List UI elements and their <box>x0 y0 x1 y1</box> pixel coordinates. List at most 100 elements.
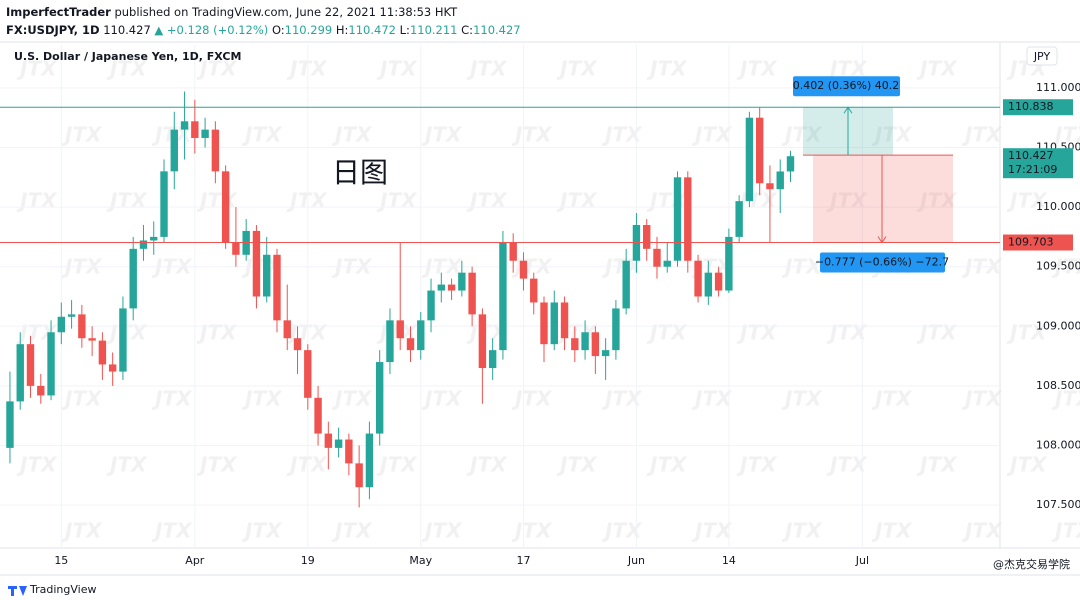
candle-body <box>211 129 220 172</box>
candle-body <box>776 171 784 190</box>
watermark: JTX <box>511 387 553 411</box>
x-tick-label: 17 <box>516 554 530 567</box>
watermark: JTX <box>286 453 328 477</box>
h-value: 110.472 <box>348 23 396 37</box>
watermark: JTX <box>466 57 508 81</box>
candle-body <box>786 156 795 172</box>
candle-body <box>581 332 589 351</box>
candle-body <box>129 248 137 309</box>
watermark: JTX <box>16 57 58 81</box>
y-tick-label: 108.000 <box>1036 438 1080 451</box>
candle-body <box>273 254 281 321</box>
candle-body <box>386 320 394 363</box>
target-tag: 110.838 <box>1008 100 1054 113</box>
currency-box[interactable] <box>1026 46 1058 66</box>
stop-label-box <box>820 252 945 273</box>
candle-body <box>252 230 261 297</box>
watermark: JTX <box>16 189 58 213</box>
candle-body <box>694 260 702 297</box>
y-tick-label: 108.500 <box>1036 379 1080 392</box>
watermark: JTX <box>106 189 148 213</box>
candle-body <box>612 308 620 351</box>
watermark: JTX <box>781 387 823 411</box>
o: O: <box>272 23 285 37</box>
candle-body <box>47 332 55 396</box>
watermark: JTX <box>376 453 418 477</box>
candle-body <box>26 344 35 386</box>
candle-body <box>119 308 127 372</box>
watermark: JTX <box>151 387 193 411</box>
candle-body <box>334 439 343 448</box>
candle-body <box>560 302 569 339</box>
x-tick-label: Jul <box>855 554 869 567</box>
l-value: 110.211 <box>410 23 458 37</box>
watermark: JTX <box>196 57 238 81</box>
watermark: JTX <box>106 453 148 477</box>
candle-body <box>139 240 148 249</box>
candle-body <box>509 242 517 261</box>
watermark: JTX <box>466 453 508 477</box>
watermark: JTX <box>286 189 328 213</box>
watermark: JTX <box>691 387 733 411</box>
candle-body <box>725 236 733 291</box>
watermark: JTX <box>646 321 688 345</box>
candle-body <box>150 236 158 241</box>
candle-body <box>324 433 333 448</box>
candle-body <box>293 338 302 351</box>
last-price-tag-box <box>1003 148 1073 179</box>
watermark: JTX <box>241 519 283 543</box>
candle-body <box>16 344 24 402</box>
watermark: JTX <box>286 321 328 345</box>
candle-body <box>735 201 743 237</box>
change: ▲ +0.128 (+0.12%) <box>154 23 268 37</box>
candle-body <box>6 401 14 448</box>
watermark: JTX <box>556 189 598 213</box>
y-tick-label: 111.000 <box>1036 81 1080 94</box>
watermark: JTX <box>736 453 778 477</box>
candle-body <box>622 260 630 309</box>
watermark: JTX <box>331 519 373 543</box>
watermark: JTX <box>1051 519 1080 543</box>
watermark: JTX <box>826 453 868 477</box>
candle-body <box>375 362 384 434</box>
watermark: JTX <box>646 453 688 477</box>
candle-body <box>653 248 661 267</box>
candle-body <box>417 320 425 351</box>
candle-body <box>530 278 538 303</box>
last: 110.427 <box>103 23 151 37</box>
candle-body <box>591 332 600 357</box>
candle-body <box>88 338 96 341</box>
watermark: JTX <box>781 123 823 147</box>
c-value: 110.427 <box>473 23 521 37</box>
candle-body <box>170 129 178 172</box>
watermarks: JTX JTX JTX JTX JTX JTX JTX JTX JTX JTX JTX JTX JTX J… <box>16 57 1080 543</box>
watermark: JTX <box>1006 453 1048 477</box>
candle-body <box>365 433 374 488</box>
watermark: JTX <box>511 123 553 147</box>
candle-body <box>571 338 579 351</box>
watermark: JTX <box>106 57 148 81</box>
y-tick-label: 109.500 <box>1036 260 1080 273</box>
x-tick-label: 19 <box>301 554 315 567</box>
candle-body <box>304 350 312 398</box>
watermark: JTX <box>646 189 688 213</box>
watermark: JTX <box>331 387 373 411</box>
watermark: JTX <box>1006 321 1048 345</box>
candle-body <box>550 302 558 345</box>
candle-body <box>714 272 723 291</box>
candle-body <box>499 242 507 351</box>
x-tick-label: May <box>409 554 432 567</box>
target-label-box <box>793 76 900 97</box>
watermark: JTX <box>1051 255 1080 279</box>
candle-body <box>684 177 692 261</box>
watermark: JTX <box>241 123 283 147</box>
watermark: JTX <box>1006 189 1048 213</box>
watermark: JTX <box>376 189 418 213</box>
watermark: JTX <box>466 189 508 213</box>
candle-body <box>755 117 764 184</box>
watermark: JTX <box>826 189 868 213</box>
watermark: JTX <box>1051 123 1080 147</box>
loss-arrowhead <box>877 236 887 244</box>
symbol: FX:USDJPY, 1D <box>6 23 100 37</box>
